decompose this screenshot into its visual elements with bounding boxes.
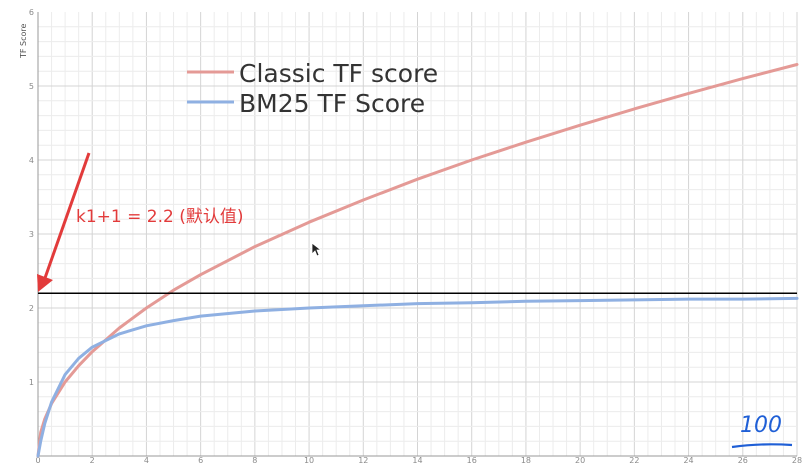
x-tick-label: 4	[144, 456, 149, 464]
x-tick-label: 22	[629, 456, 639, 464]
x-tick-label: 28	[792, 456, 802, 464]
x-tick-label: 18	[521, 456, 531, 464]
series-line-bm25-tf	[36, 296, 799, 458]
y-axis-label: TF Score	[19, 23, 28, 59]
handwriting-annotation: 100	[731, 413, 793, 449]
x-tick-label: 16	[467, 456, 477, 464]
y-tick-label: 6	[29, 8, 34, 17]
legend-label-bm25: BM25 TF Score	[239, 89, 425, 118]
x-tick-label: 14	[412, 456, 422, 464]
y-tick-label: 1	[29, 378, 34, 387]
grid	[37, 12, 798, 457]
x-tick-label: 12	[358, 456, 368, 464]
x-tick-label: 26	[738, 456, 748, 464]
x-tick-label: 2	[90, 456, 95, 464]
x-tick-label: 24	[683, 456, 693, 464]
y-tick-label: 4	[29, 156, 34, 165]
handwriting-text: 100	[740, 413, 782, 438]
y-tick-label: 2	[29, 304, 34, 313]
x-tick-label: 0	[35, 456, 40, 464]
mouse-cursor	[311, 242, 323, 257]
legend-label-classic: Classic TF score	[239, 59, 438, 88]
y-tick-label: 3	[29, 230, 34, 239]
x-tick-label: 8	[252, 456, 257, 464]
handwriting-underline	[731, 443, 793, 449]
x-tick-label: 6	[198, 456, 203, 464]
y-tick-label: 5	[29, 82, 34, 91]
series-lines	[36, 63, 799, 458]
x-tick-label: 20	[575, 456, 585, 464]
x-tick-label: 10	[304, 456, 314, 464]
annotation-arrow	[43, 152, 91, 279]
legend: Classic TF score BM25 TF Score	[187, 59, 438, 118]
annotation-arrowhead	[37, 274, 53, 292]
annotation: k1+1 = 2.2 (默认值)	[37, 152, 243, 292]
series-line-classic-tf	[36, 63, 799, 458]
annotation-label: k1+1 = 2.2 (默认值)	[76, 207, 243, 227]
